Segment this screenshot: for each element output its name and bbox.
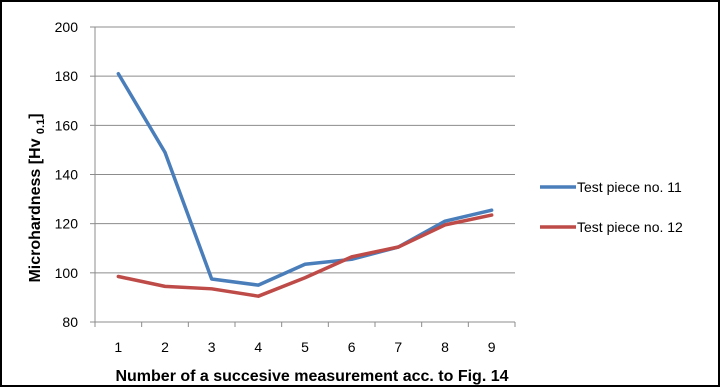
y-axis-label-sub: 0.1: [35, 119, 47, 134]
x-tick-label: 5: [301, 339, 309, 355]
series-line-2: [116, 213, 494, 298]
y-tick-label: 140: [55, 167, 79, 183]
x-tick-label: 1: [114, 339, 122, 355]
y-tick-label: 200: [55, 19, 79, 35]
legend-label-2: Test piece no. 12: [577, 219, 683, 235]
axes: [90, 26, 516, 327]
y-tick-label: 80: [62, 314, 78, 330]
y-axis-label-end: ]: [27, 113, 44, 118]
legend: Test piece no. 11 Test piece no. 12: [540, 179, 683, 235]
x-tick-label: 6: [348, 339, 356, 355]
tick-labels: 80 100 120 140 160 180 200 1 2 3 4 5 6 7 8 9: [55, 19, 496, 355]
y-tick-label: 120: [55, 216, 79, 232]
x-tick-label: 8: [441, 339, 449, 355]
y-tick-label: 180: [55, 68, 79, 84]
x-tick-label: 2: [161, 339, 169, 355]
y-tick-label: 160: [55, 117, 79, 133]
series-lines: [116, 71, 494, 298]
x-axis-label: Number of a succesive measurement acc. t…: [115, 368, 508, 385]
series-line-1: [116, 71, 494, 287]
x-tick-label: 3: [208, 339, 216, 355]
x-tick-label: 7: [394, 339, 402, 355]
x-tick-label: 4: [254, 339, 262, 355]
y-axis-label: Microhardness [Hv 0.1]: [27, 113, 47, 282]
x-tick-label: 9: [488, 339, 496, 355]
y-axis-label-main: Microhardness [Hv: [27, 134, 44, 282]
y-tick-label: 100: [55, 265, 79, 281]
legend-label-1: Test piece no. 11: [577, 179, 682, 195]
